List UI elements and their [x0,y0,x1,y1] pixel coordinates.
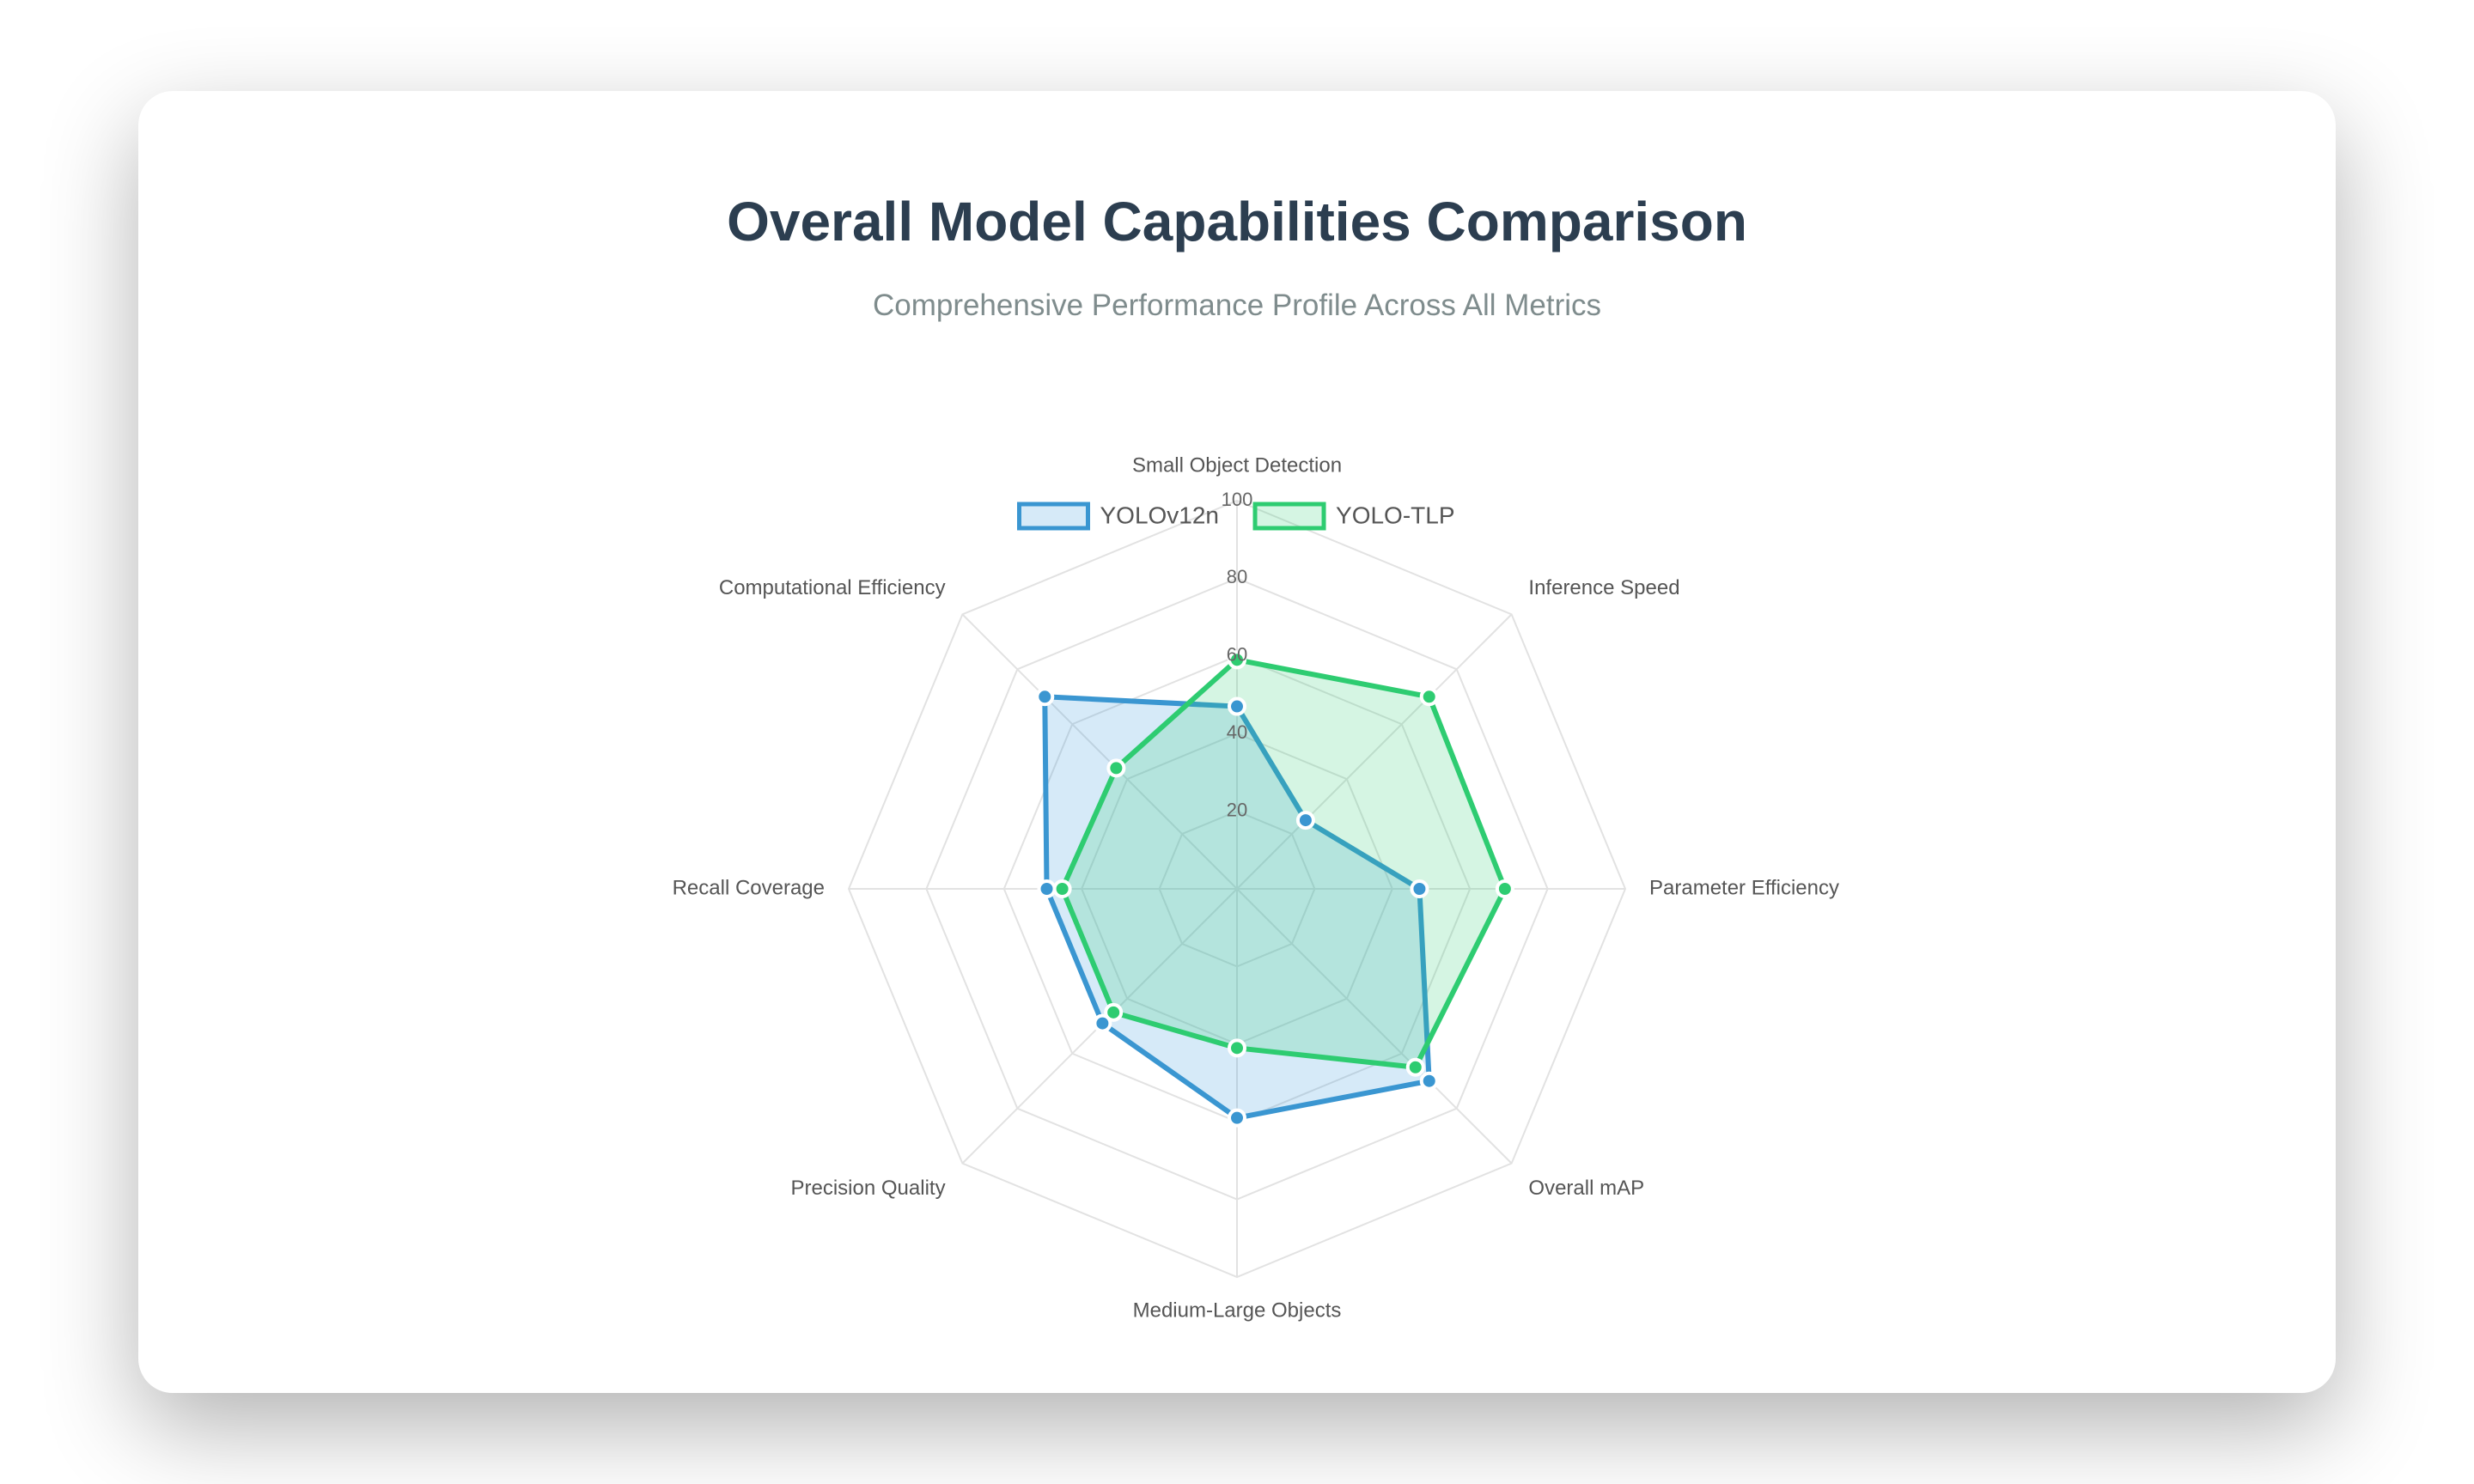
axis-label-7: Computational Efficiency [719,576,946,599]
data-point-1-2 [1495,879,1514,898]
chart-title: Overall Model Capabilities Comparison [727,191,1747,252]
data-point-1-4 [1228,1038,1246,1058]
tick-label-40: 40 [1227,721,1247,743]
data-point-0-0 [1228,696,1246,716]
data-point-1-0 [1228,650,1246,670]
data-point-1-7 [1106,758,1126,778]
axis-label-2: Parameter Efficiency [1649,876,1839,899]
radar-chart: 20 40 60 80 100 Small Object Detection Infere… [673,453,1839,1322]
chart-card: Overall Model Capabilities Comparison Co… [138,91,2336,1393]
legend-label-1: YOLO-TLP [1336,502,1454,528]
tick-label-20: 20 [1227,799,1247,820]
spoke-1 [1236,613,1513,890]
axis-label-5: Precision Quality [791,1177,946,1200]
legend-item-0: YOLOv12n [1016,502,1219,531]
axis-label-3: Overall mAP [1528,1177,1644,1200]
data-point-0-2 [1410,879,1429,898]
data-point-0-3 [1419,1071,1439,1091]
data-point-1-1 [1419,687,1439,707]
data-point-0-5 [1093,1013,1112,1033]
axis-label-4: Medium-Large Objects [1133,1298,1342,1322]
legend-item-1: YOLO-TLP [1252,502,1455,531]
radar-axis-labels: Small Object Detection Inference Speed Par… [673,453,1839,1322]
legend-label-0: YOLOv12n [1100,502,1219,528]
data-point-1-3 [1405,1057,1425,1077]
chart-subtitle: Comprehensive Performance Profile Across… [872,289,1602,322]
tick-label-80: 80 [1227,566,1247,587]
radar-series [1035,650,1514,1128]
spoke-3 [1236,888,1513,1165]
legend-swatch-1 [1252,502,1326,531]
tick-label-100: 100 [1222,489,1253,510]
data-point-0-4 [1228,1108,1246,1128]
axis-label-1: Inference Speed [1528,576,1679,599]
data-point-0-7 [1035,687,1055,707]
tick-label-60: 60 [1227,644,1247,666]
data-point-0-6 [1037,879,1057,898]
data-point-1-5 [1104,1002,1124,1022]
legend-swatch-0 [1016,502,1090,531]
radar-ticks: 20 40 60 80 100 [1222,489,1253,821]
axis-label-6: Recall Coverage [673,876,825,899]
legend: YOLOv12n YOLO-TLP [1016,502,1455,531]
data-point-1-6 [1052,879,1072,898]
spoke-7 [961,613,1238,890]
data-point-0-1 [1295,811,1315,830]
axis-label-0: Small Object Detection [1132,453,1342,477]
